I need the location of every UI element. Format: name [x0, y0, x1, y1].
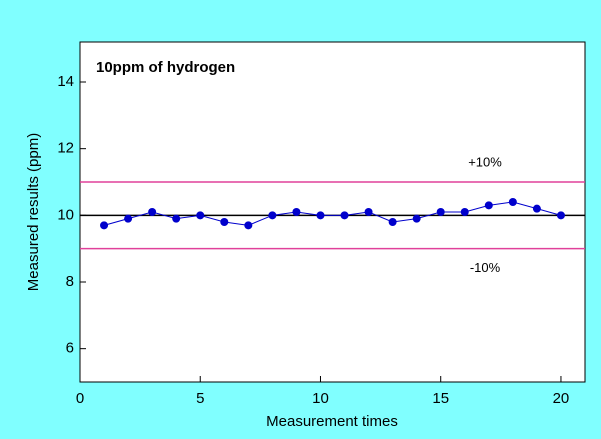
y-tick-label: 8: [66, 273, 74, 290]
data-point: [508, 198, 517, 206]
data-point: [148, 208, 157, 216]
data-point: [316, 211, 325, 220]
y-axis-label: Measured results (ppm): [25, 133, 42, 291]
data-point: [388, 218, 397, 226]
data-point: [532, 204, 541, 213]
data-point: [172, 214, 181, 223]
data-point: [244, 221, 253, 230]
data-point: [364, 208, 373, 216]
reference-label: -10%: [470, 260, 501, 275]
x-tick-label: 15: [432, 390, 449, 407]
data-point: [484, 201, 493, 210]
plot-area: [79, 41, 586, 383]
y-tick-label: 6: [66, 340, 74, 357]
x-tick-label: 5: [196, 390, 204, 407]
data-point: [340, 211, 349, 220]
data-point: [556, 211, 565, 220]
data-point: [100, 221, 109, 230]
data-point: [292, 208, 301, 216]
data-point: [460, 208, 469, 216]
series-line: [103, 201, 562, 226]
data-point: [124, 214, 133, 223]
data-point: [268, 211, 277, 220]
data-point: [412, 214, 421, 223]
y-tick-label: 14: [57, 73, 74, 90]
data-point: [196, 211, 205, 220]
x-tick-label: 20: [553, 390, 570, 407]
data-point: [436, 208, 445, 216]
x-tick-label: 0: [76, 390, 84, 407]
x-tick-label: 10: [312, 390, 329, 407]
chart-title: 10ppm of hydrogen: [96, 59, 235, 76]
x-axis-label: Measurement times: [266, 413, 398, 430]
y-tick-label: 10: [57, 206, 74, 223]
data-point: [220, 218, 229, 226]
y-tick-label: 12: [57, 140, 74, 157]
reference-label: +10%: [468, 154, 502, 169]
